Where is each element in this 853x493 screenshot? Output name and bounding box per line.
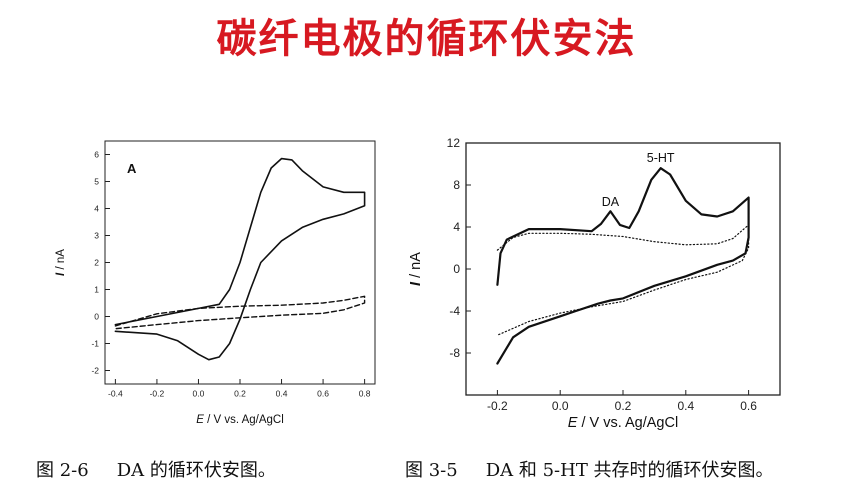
y-axis-label-symbol: I <box>408 281 424 286</box>
caption-text: DA 的循环伏安图。 <box>116 460 276 481</box>
plot-frame <box>465 142 781 396</box>
series-dotted-curve <box>496 224 750 336</box>
slide-title: 碳纤电极的循环伏安法 <box>216 16 637 62</box>
series-solid-curve <box>496 167 750 365</box>
x-axis-label: E / V vs. Ag/AgCl <box>196 414 284 426</box>
y-tick-label: 5 <box>94 176 99 186</box>
series-solid-curve <box>114 157 366 361</box>
x-axis-label-symbol: E <box>568 415 578 431</box>
y-axis-label-symbol: I <box>55 272 67 276</box>
y-tick-label: 12 <box>447 136 461 150</box>
x-tick-label: 0.6 <box>740 399 757 413</box>
y-tick-label: -4 <box>449 304 460 318</box>
caption-figure-3-5: 图 3-5 DA 和 5-HT 共存时的循环伏安图。 <box>405 456 774 482</box>
y-tick-label: 8 <box>453 178 460 192</box>
y-tick-label: 0 <box>94 311 99 321</box>
x-axis-label-symbol: E <box>196 414 204 426</box>
x-axis-label-unit: / V vs. Ag/AgCl <box>204 414 284 426</box>
x-tick-label: -0.4 <box>108 389 123 399</box>
y-tick-label: -2 <box>91 365 99 375</box>
x-axis-label-unit: / V vs. Ag/AgCl <box>577 415 678 431</box>
x-tick-label: 0.4 <box>677 399 694 413</box>
x-tick-label: 0.4 <box>276 389 288 399</box>
x-tick-label: 0.8 <box>359 389 371 399</box>
panel-label: A <box>127 161 137 176</box>
y-tick-label: -8 <box>449 346 460 360</box>
x-tick-label: -0.2 <box>487 399 508 413</box>
x-axis-label: E / V vs. Ag/AgCl <box>568 415 678 431</box>
y-tick-label: -1 <box>91 338 99 348</box>
cv-chart-da: -0.4 -0.2 0.0 0.2 0.4 0.6 0.8 -2 -1 0 1 2 3 4 5 6 E / V … <box>55 140 376 426</box>
x-tick-label: 0.0 <box>552 399 569 413</box>
caption-label: 图 2-6 <box>36 460 89 481</box>
peak-annotation: DA <box>602 195 620 209</box>
y-tick-label: 4 <box>94 203 99 213</box>
x-tick-label: -0.2 <box>150 389 165 399</box>
x-tick-label: 0.2 <box>234 389 246 399</box>
y-axis-label-unit: / nA <box>408 252 424 282</box>
caption-label: 图 3-5 <box>405 460 458 481</box>
y-tick-label: 1 <box>94 284 99 294</box>
y-tick-label: 2 <box>94 257 99 267</box>
peak-annotation: 5-HT <box>647 151 675 165</box>
y-axis-label-unit: / nA <box>55 249 67 273</box>
y-axis-label: I / nA <box>408 252 424 286</box>
y-tick-label: 4 <box>453 220 460 234</box>
y-axis-label: I / nA <box>55 249 67 276</box>
y-tick-label: 3 <box>94 230 99 240</box>
cv-chart-da-5ht: -0.2 0.0 0.2 0.4 0.6 -8 -4 0 4 8 12 E / V vs. Ag/Ag… <box>408 136 781 431</box>
x-tick-label: 0.6 <box>317 389 329 399</box>
x-tick-label: 0.2 <box>615 399 632 413</box>
y-tick-label: 6 <box>94 149 99 159</box>
y-tick-label: 0 <box>453 262 460 276</box>
series-dashed-curve <box>114 295 366 330</box>
caption-figure-2-6: 图 2-6 DA 的循环伏安图。 <box>36 456 276 482</box>
x-tick-label: 0.0 <box>193 389 205 399</box>
caption-text: DA 和 5-HT 共存时的循环伏安图。 <box>485 460 774 481</box>
